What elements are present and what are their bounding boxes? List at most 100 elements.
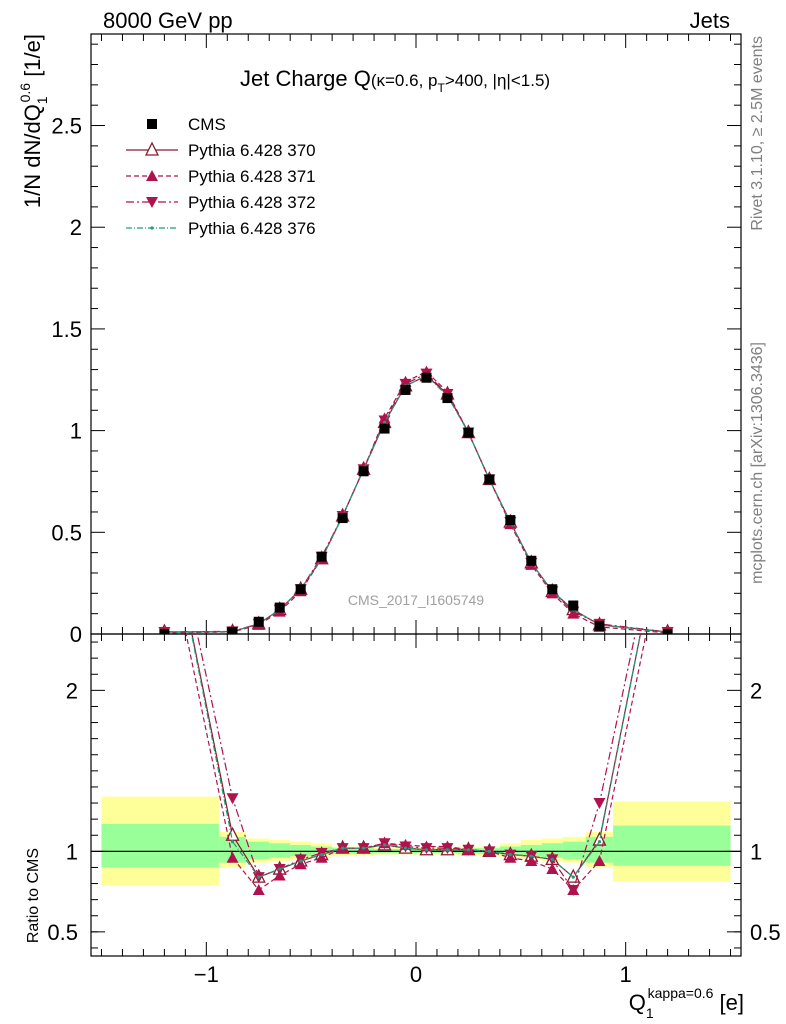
ratio-point-pythia-6-428-376 <box>424 848 429 852</box>
ratio-line-pythia-6-428-376 <box>190 634 642 878</box>
axis-ticks <box>91 34 741 956</box>
legend-label-cms: CMS <box>188 115 226 134</box>
xtick-label: 0 <box>410 962 422 987</box>
ratio-point-pythia-6-428-376 <box>529 854 533 858</box>
ratio-point-pythia-6-428-370 <box>158 490 170 502</box>
main-point-cms <box>295 584 306 595</box>
ratio-ytick-label: 1 <box>66 839 78 864</box>
main-ytick-label: 0 <box>70 622 82 647</box>
plot-title: Jet Charge Q(κ=0.6, pT>400, |η|<1.5) <box>240 66 550 95</box>
main-point-cms <box>442 393 453 404</box>
rivet-version-label: Rivet 3.1.10, ≥ 2.5M events <box>749 36 766 231</box>
ratio-ytick-label: 2 <box>66 678 78 703</box>
band-inner-17 <box>562 841 586 860</box>
ratio-point-pythia-6-428-376 <box>466 848 471 852</box>
ratio-ytick-label-right: 1 <box>750 839 762 864</box>
legend-marker-pythia-6-428-376 <box>150 226 154 230</box>
main-point-cms <box>594 620 605 631</box>
main-point-cms <box>379 423 390 434</box>
main-ytick-label: 2 <box>70 215 82 240</box>
ratio-point-pythia-6-428-372 <box>662 476 674 487</box>
ratio-point-pythia-6-428-371 <box>226 851 239 863</box>
ratio-point-pythia-6-428-372 <box>593 798 606 810</box>
band-inner-0 <box>101 823 219 868</box>
main-point-cms <box>159 629 170 634</box>
ratio-point-pythia-6-428-376 <box>230 840 235 844</box>
main-point-cms <box>421 372 432 383</box>
ratio-point-pythia-6-428-376 <box>403 846 408 850</box>
main-point-cms <box>505 515 516 526</box>
legend: CMS Pythia 6.428 370 Pythia 6.428 371 Pythi… <box>126 115 316 238</box>
main-point-cms <box>227 626 238 634</box>
legend-marker-pythia-6-428-372 <box>146 197 158 208</box>
main-ytick-label: 2.5 <box>51 114 82 139</box>
legend-label-pythia-6-428-370: Pythia 6.428 370 <box>188 141 316 160</box>
ratio-line-pythia-6-428-371 <box>185 634 647 891</box>
band-inner-3 <box>269 843 291 858</box>
ratio-point-pythia-6-428-371 <box>158 523 170 534</box>
main-ytick-label: 0.5 <box>51 520 82 545</box>
ratio-series <box>158 476 674 896</box>
legend-label-pythia-6-428-376: Pythia 6.428 376 <box>188 219 316 238</box>
legend-label-pythia-6-428-372: Pythia 6.428 372 <box>188 193 316 212</box>
ratio-point-pythia-6-428-372 <box>158 476 170 487</box>
ratio-point-pythia-6-428-376 <box>666 496 669 499</box>
ratio-point-pythia-6-428-372 <box>226 793 239 805</box>
ratio-point-pythia-6-428-376 <box>382 843 387 847</box>
band-inner-4 <box>290 844 312 857</box>
main-point-cms <box>547 584 558 595</box>
main-point-cms <box>463 427 474 438</box>
main-point-pythia-6-428-376 <box>382 420 387 425</box>
ratio-point-pythia-6-428-372 <box>567 884 580 896</box>
ratio-point-pythia-6-428-376 <box>278 867 282 871</box>
main-series <box>158 365 674 634</box>
main-point-cms <box>337 513 348 524</box>
ratio-line-pythia-6-428-372 <box>196 634 636 892</box>
main-point-cms <box>662 629 673 634</box>
main-point-cms <box>526 555 537 566</box>
ratio-point-pythia-6-428-371 <box>593 855 606 867</box>
main-ytick-label: 1 <box>70 419 82 444</box>
legend-marker-pythia-6-428-370 <box>144 141 160 156</box>
ratio-ytick-label: 0.5 <box>47 920 78 945</box>
main-point-cms <box>568 600 579 611</box>
ratio-point-pythia-6-428-376 <box>487 849 491 853</box>
legend-marker-pythia-6-428-371 <box>146 170 158 181</box>
main-point-cms <box>316 551 327 562</box>
ratio-point-pythia-6-428-371 <box>546 863 559 875</box>
main-point-cms <box>253 616 264 627</box>
main-ytick-label: 1.5 <box>51 317 82 342</box>
ratio-ytick-label-right: 2 <box>750 678 762 703</box>
legend-marker-cms <box>147 119 157 129</box>
main-ylabel: 1/N dN/dQ10.6 [1/e] <box>17 34 50 208</box>
axis-tick-labels: −1 0 1 0 0.5 1 1.5 2 2.5 0.5 0.5 1 1 2 2 <box>47 114 780 987</box>
ratio-point-pythia-6-428-376 <box>341 846 345 850</box>
main-point-cms <box>274 602 285 613</box>
band-inner-19 <box>613 825 731 866</box>
main-point-cms <box>358 466 369 477</box>
ratio-point-pythia-6-428-371 <box>662 523 674 534</box>
xtick-label: −1 <box>194 962 219 987</box>
ratio-point-pythia-6-428-370 <box>662 490 674 502</box>
main-point-cms <box>400 384 411 395</box>
ratio-point-pythia-6-428-376 <box>550 857 554 862</box>
ratio-point-pythia-6-428-376 <box>571 875 575 879</box>
header-right: Jets <box>690 8 730 33</box>
ratio-ytick-label-right: 0.5 <box>750 920 781 945</box>
main-point-cms <box>484 474 495 485</box>
mcplots-label: mcplots.cern.ch [arXiv:1306.3436] <box>749 342 766 584</box>
ratio-point-pythia-6-428-376 <box>320 852 324 857</box>
ratio-point-pythia-6-428-376 <box>257 875 261 879</box>
ratio-ylabel: Ratio to CMS <box>25 848 42 943</box>
band-inner-16 <box>541 843 563 858</box>
uncertainty-bands <box>101 796 731 886</box>
ratio-point-pythia-6-428-370 <box>592 831 607 846</box>
header-left: 8000 GeV pp <box>103 8 233 33</box>
analysis-watermark: CMS_2017_I1605749 <box>348 592 484 608</box>
ratio-point-pythia-6-428-376 <box>299 859 303 863</box>
xtick-label: 1 <box>620 962 632 987</box>
ratio-point-pythia-6-428-376 <box>508 852 512 857</box>
ratio-point-pythia-6-428-376 <box>597 840 602 844</box>
legend-label-pythia-6-428-371: Pythia 6.428 371 <box>188 167 316 186</box>
